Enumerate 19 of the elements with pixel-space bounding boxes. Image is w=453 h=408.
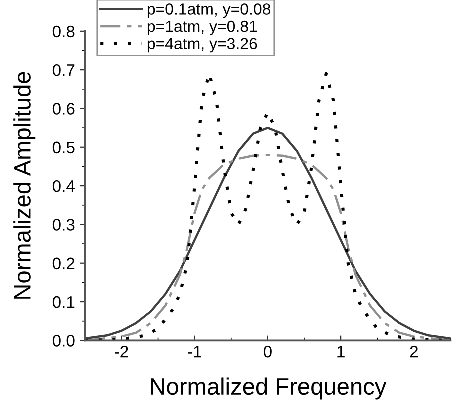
y-axis-title: Normalized Amplitude [14,72,36,299]
y-tick-label: 0.3 [52,219,75,231]
x-axis-title: Normalized Frequency [151,378,387,400]
x-tick-label: 1 [338,346,345,358]
x-tick-label: -1 [188,346,202,358]
y-tick-label: 0.4 [52,180,75,192]
y-tick-label: 0.5 [52,142,75,154]
legend-label: p=4atm, y=3.26 [148,38,258,53]
legend-label: p=1atm, y=0.81 [148,20,258,36]
x-tick-label: 0 [264,346,272,358]
y-tick-label: 0.0 [52,335,75,347]
legend-label: p=0.1atm, y=0.08 [148,4,271,18]
y-tick-label: 0.6 [52,103,75,115]
x-tick-label: 2 [410,346,418,358]
y-tick-label: 0.8 [52,26,75,38]
y-tick-label: 0.1 [52,296,75,308]
y-tick-label: 0.7 [52,64,75,76]
y-tick-label: 0.2 [52,258,75,270]
x-tick-label: -2 [115,346,128,358]
